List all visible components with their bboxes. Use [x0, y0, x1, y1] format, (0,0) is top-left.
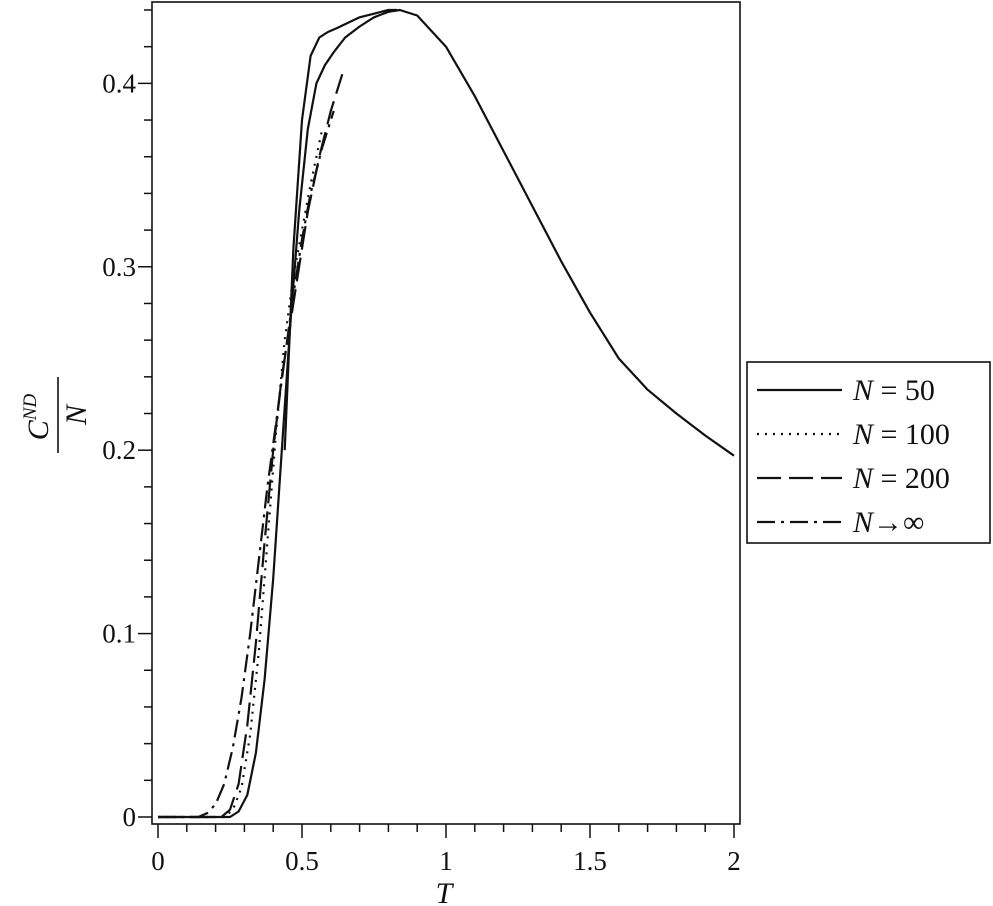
x-axis-label: T: [436, 877, 455, 906]
series-layer: [158, 8, 735, 819]
series-line-1: [158, 8, 735, 819]
legend-items: N = 50 N = 100 N = 200 N→∞: [757, 374, 950, 539]
series-line-5: [158, 110, 335, 819]
legend-label: N = 50: [852, 374, 935, 407]
series-line-2: [283, 8, 397, 451]
svg-text:CND: CND: [20, 394, 55, 441]
legend-label: N = 100: [852, 418, 950, 451]
x-tick-label: 0: [151, 846, 165, 876]
x-tick-label: 1.5: [573, 846, 607, 876]
y-axis-label-denominator: N: [60, 403, 93, 426]
legend-label: N = 200: [852, 462, 950, 495]
x-tick-label: 2: [727, 846, 741, 876]
y-tick-label: 0.4: [102, 68, 136, 98]
y-axis-label-numerator: C: [22, 419, 55, 440]
x-tick-label: 1: [439, 846, 453, 876]
y-tick-label: 0.3: [102, 252, 136, 282]
legend: N = 50 N = 100 N = 200 N→∞: [746, 361, 991, 544]
y-tick-label: 0.1: [102, 619, 136, 649]
y-tick-label: 0.2: [102, 435, 136, 465]
y-tick-label: 0: [123, 802, 137, 832]
legend-label: N→∞: [852, 506, 924, 539]
series-line-4: [158, 73, 344, 819]
x-tick-label: 0.5: [285, 846, 319, 876]
axis-ticks: 0 0.5 1 1.5 2 0 0.1 0.2 0.3 0.4: [102, 9, 741, 876]
legend-box: [746, 361, 991, 544]
y-axis-label-superscript: ND: [20, 394, 41, 422]
y-axis-label: CND N: [20, 377, 93, 453]
